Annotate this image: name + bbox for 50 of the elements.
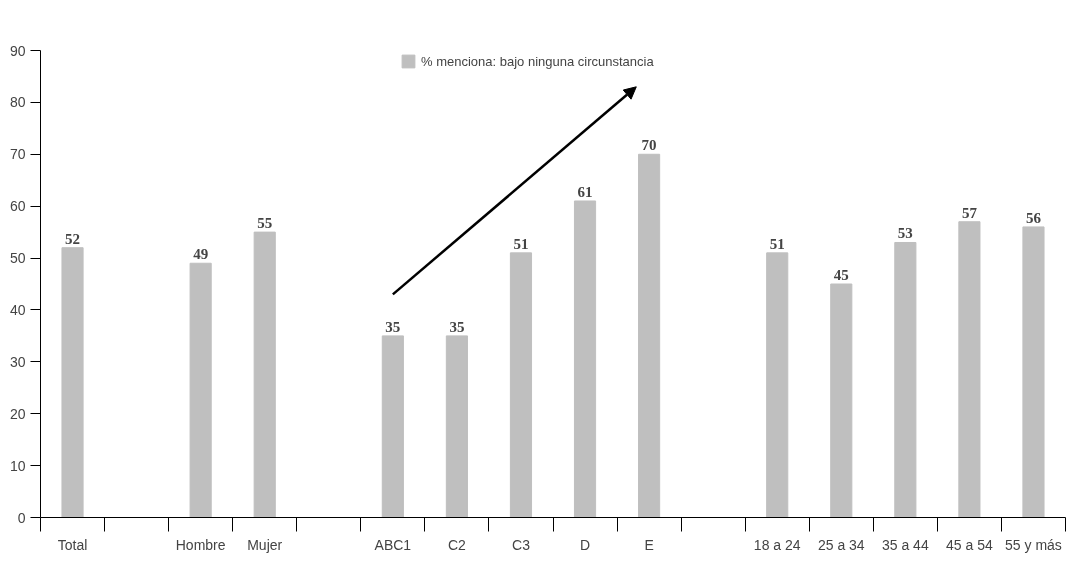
bar [381, 335, 404, 518]
x-tick-label: 55 y más [1005, 536, 1062, 553]
x-tick-label: D [579, 536, 591, 553]
data-label: 49 [193, 246, 209, 263]
data-label: 45 [833, 267, 849, 283]
y-tick-label: 20 [9, 405, 26, 422]
y-tick-label: 70 [9, 146, 26, 163]
bar [61, 247, 84, 518]
y-tick-label: 90 [9, 42, 26, 59]
bar [573, 200, 597, 518]
data-label: 51 [513, 235, 529, 252]
bar [830, 283, 853, 518]
data-label: 61 [577, 183, 593, 200]
data-label: 57 [961, 204, 978, 221]
y-tick-label: 40 [9, 301, 26, 318]
y-tick-label: 50 [9, 250, 26, 267]
x-tick-label: 18 a 24 [753, 536, 801, 553]
y-tick-label: 0 [17, 509, 26, 526]
data-label: 35 [449, 318, 465, 335]
y-tick-label: 60 [9, 198, 26, 215]
bar [958, 221, 981, 518]
data-label: 53 [897, 225, 913, 242]
data-label: 51 [769, 235, 785, 252]
bar [766, 252, 789, 518]
y-tick-label: 30 [9, 353, 26, 370]
data-label: 70 [641, 137, 657, 154]
x-tick-label: 35 a 44 [881, 536, 929, 553]
legend-label: % menciona: bajo ninguna circunstancia [421, 53, 654, 69]
x-tick-label: Hombre [175, 536, 226, 553]
data-label: 56 [1025, 209, 1042, 226]
bar [638, 153, 661, 518]
x-tick-label: C3 [512, 536, 531, 553]
x-tick-label: Mujer [247, 536, 283, 553]
data-label: 52 [65, 230, 81, 247]
bar [253, 231, 276, 518]
bar [189, 262, 212, 518]
x-tick-label: E [644, 536, 654, 553]
y-tick-label: 10 [9, 457, 26, 474]
x-tick-label: 25 a 34 [817, 536, 865, 553]
x-tick-label: 45 a 54 [946, 536, 993, 553]
bar [445, 335, 468, 518]
x-tick-label: Total [57, 536, 88, 553]
y-tick-label: 80 [9, 94, 26, 111]
x-tick-label: ABC1 [374, 536, 412, 553]
bar [509, 252, 533, 518]
bar [1022, 226, 1045, 518]
x-tick-label: C2 [447, 536, 467, 553]
data-label: 55 [257, 215, 273, 232]
bar [894, 241, 917, 518]
data-label: 35 [385, 318, 401, 335]
